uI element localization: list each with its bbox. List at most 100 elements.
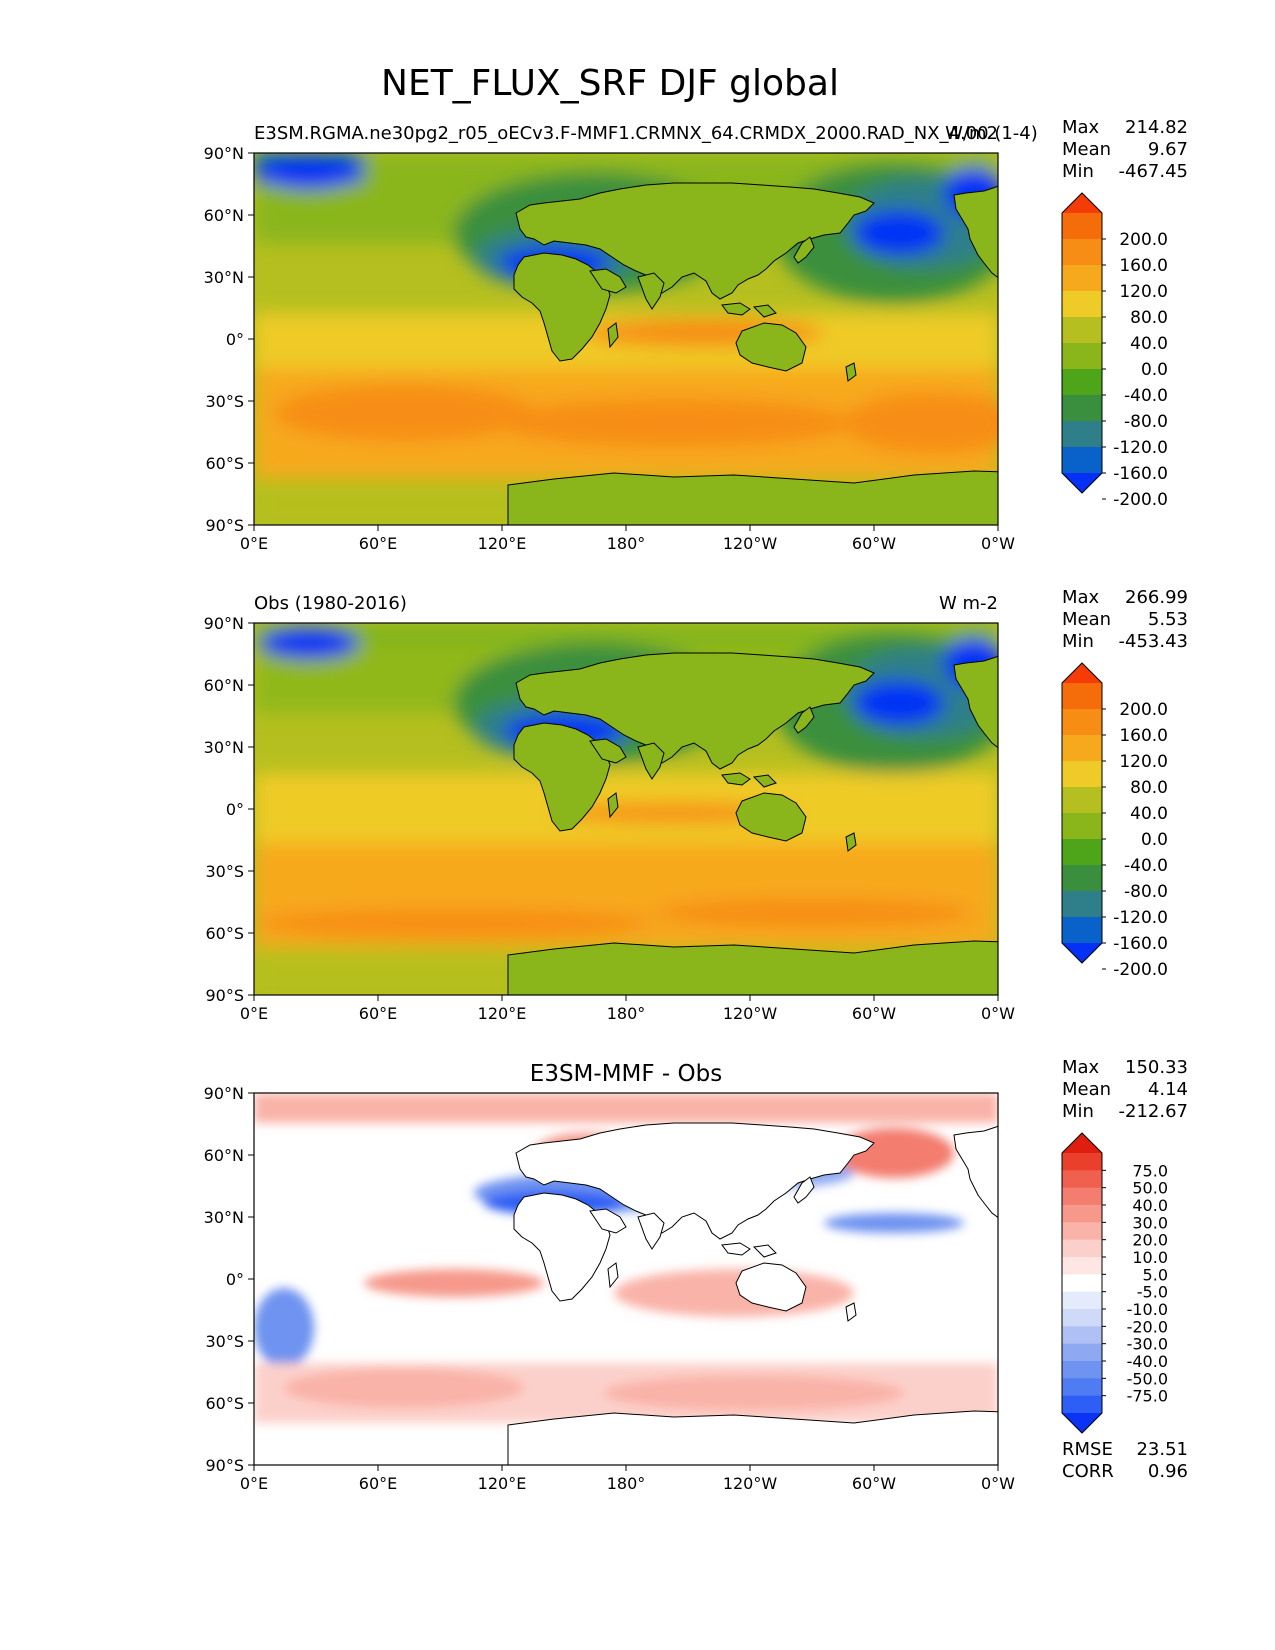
colorbar-label: 160.0 bbox=[1119, 256, 1168, 276]
colorbar-band bbox=[1062, 1291, 1102, 1310]
colorbar: 200.0 160.0 120.0 80.0 40.0 0.0 -40.0 -80.0 -120… bbox=[1061, 192, 1168, 510]
x-tick-label: 0°E bbox=[240, 534, 268, 553]
x-tick-label: 120°W bbox=[723, 1004, 778, 1023]
stat-label-max: Max bbox=[1062, 1057, 1100, 1078]
colorbar-band bbox=[1062, 317, 1102, 344]
colorbar-label: 80.0 bbox=[1130, 778, 1168, 798]
x-tick-label: 180° bbox=[607, 1004, 646, 1023]
colorbar-band bbox=[1062, 421, 1102, 448]
colorbar-label: -160.0 bbox=[1113, 464, 1168, 484]
x-tick-label: 180° bbox=[607, 1474, 646, 1493]
x-tick-label: 60°W bbox=[852, 1474, 896, 1493]
colorbar-label: 80.0 bbox=[1130, 308, 1168, 328]
colorbar-band bbox=[1062, 1326, 1102, 1345]
panel-2-annotations: Obs (1980-2016) W m-2 0°E 60°E 120°E 180° 120°… bbox=[204, 587, 1188, 1023]
panel-units-label: W m-2 bbox=[939, 593, 998, 614]
colorbar-band bbox=[1062, 1257, 1102, 1275]
colorbar-band bbox=[1062, 369, 1102, 396]
colorbar: 75.050.040.030.020.010.05.0-5.0-10.0-20.… bbox=[1061, 1132, 1168, 1434]
colorbar-label: 200.0 bbox=[1119, 230, 1168, 250]
colorbar-band bbox=[1062, 239, 1102, 266]
panel-model bbox=[253, 152, 999, 526]
x-tick-label: 120°E bbox=[478, 1474, 527, 1493]
colorbar-band bbox=[1062, 1361, 1102, 1379]
colorbar-extend-max bbox=[1062, 193, 1102, 213]
x-tick-label: 0°E bbox=[240, 1004, 268, 1023]
metric-value-rmse: 23.51 bbox=[1136, 1439, 1188, 1460]
colorbar-band bbox=[1062, 1274, 1102, 1293]
y-tick-label: 30°N bbox=[204, 1208, 244, 1227]
x-tick-label: 120°W bbox=[723, 1474, 778, 1493]
colorbar-band bbox=[1062, 1205, 1102, 1223]
panel-title-center: E3SM-MMF - Obs bbox=[530, 1061, 722, 1087]
y-tick-label: 60°S bbox=[205, 1394, 244, 1413]
stat-label-max: Max bbox=[1062, 117, 1100, 138]
colorbar-label: 200.0 bbox=[1119, 700, 1168, 720]
colorbar-label: 40.0 bbox=[1130, 334, 1168, 354]
panel-units-label: W/m2 bbox=[945, 123, 998, 144]
colorbar-band bbox=[1062, 1239, 1102, 1258]
x-tick-label: 60°W bbox=[852, 1004, 896, 1023]
x-tick-label: 0°W bbox=[981, 1474, 1015, 1493]
stat-value-mean: 4.14 bbox=[1148, 1079, 1188, 1100]
stat-label-mean: Mean bbox=[1062, 1079, 1111, 1100]
stat-value-max: 150.33 bbox=[1125, 1057, 1188, 1078]
x-tick-label: 0°W bbox=[981, 1004, 1015, 1023]
colorbar-band bbox=[1062, 1187, 1102, 1206]
colorbar-band bbox=[1062, 1309, 1102, 1327]
y-tick-label: 0° bbox=[226, 800, 244, 819]
colorbar-label: -75.0 bbox=[1127, 1387, 1168, 1406]
colorbar-band bbox=[1062, 1153, 1102, 1171]
colorbar-extend-max bbox=[1062, 1133, 1102, 1153]
y-tick-label: 30°N bbox=[204, 268, 244, 287]
colorbar-band bbox=[1062, 213, 1102, 240]
panel-title-left: Obs (1980-2016) bbox=[254, 593, 407, 614]
annotations-layer: E3SM.RGMA.ne30pg2_r05_oECv3.F-MMF1.CRMNX… bbox=[204, 117, 1188, 1493]
stat-value-max: 214.82 bbox=[1125, 117, 1188, 138]
y-tick-label: 30°S bbox=[205, 1332, 244, 1351]
colorbar-band bbox=[1062, 1222, 1102, 1241]
colorbar-label: -10.0 bbox=[1127, 1300, 1168, 1319]
stat-value-mean: 9.67 bbox=[1148, 139, 1188, 160]
colorbar-band bbox=[1062, 447, 1102, 474]
colorbar-extend-max bbox=[1062, 663, 1102, 683]
y-tick-label: 60°N bbox=[204, 206, 244, 225]
stat-label-mean: Mean bbox=[1062, 609, 1111, 630]
colorbar-extend-min bbox=[1062, 473, 1102, 493]
y-tick-label: 90°S bbox=[205, 516, 244, 535]
stat-label-max: Max bbox=[1062, 587, 1100, 608]
y-tick-label: 60°S bbox=[205, 924, 244, 943]
stat-value-mean: 5.53 bbox=[1148, 609, 1188, 630]
colorbar-band bbox=[1062, 265, 1102, 292]
colorbar-label: 20.0 bbox=[1132, 1231, 1168, 1250]
colorbar-outline bbox=[1061, 1132, 1103, 1434]
y-tick-label: 60°S bbox=[205, 454, 244, 473]
x-tick-label: 60°W bbox=[852, 534, 896, 553]
stat-value-min: -453.43 bbox=[1119, 631, 1188, 652]
panel-1-annotations: E3SM.RGMA.ne30pg2_r05_oECv3.F-MMF1.CRMNX… bbox=[204, 117, 1188, 553]
x-tick-label: 60°E bbox=[359, 534, 397, 553]
stat-label-mean: Mean bbox=[1062, 139, 1111, 160]
stat-label-min: Min bbox=[1062, 1101, 1094, 1122]
x-tick-label: 120°W bbox=[723, 534, 778, 553]
y-tick-label: 90°N bbox=[204, 614, 244, 633]
colorbar-band bbox=[1062, 787, 1102, 814]
x-tick-label: 180° bbox=[607, 534, 646, 553]
y-tick-label: 90°S bbox=[205, 1456, 244, 1475]
colorbar-band bbox=[1062, 291, 1102, 318]
metric-value-corr: 0.96 bbox=[1148, 1461, 1188, 1482]
colorbar-band bbox=[1062, 813, 1102, 840]
colorbar-label: 120.0 bbox=[1119, 752, 1168, 772]
x-tick-label: 120°E bbox=[478, 534, 527, 553]
colorbar-label: 160.0 bbox=[1119, 726, 1168, 746]
y-tick-label: 30°S bbox=[205, 392, 244, 411]
metric-label-rmse: RMSE bbox=[1062, 1439, 1113, 1460]
colorbar-label: 30.0 bbox=[1132, 1213, 1168, 1232]
y-tick-label: 30°N bbox=[204, 738, 244, 757]
y-tick-label: 90°N bbox=[204, 1084, 244, 1103]
y-tick-label: 0° bbox=[226, 1270, 244, 1289]
colorbar-label: -80.0 bbox=[1124, 882, 1168, 902]
y-tick-label: 30°S bbox=[205, 862, 244, 881]
colorbar-label: -5.0 bbox=[1137, 1283, 1168, 1302]
